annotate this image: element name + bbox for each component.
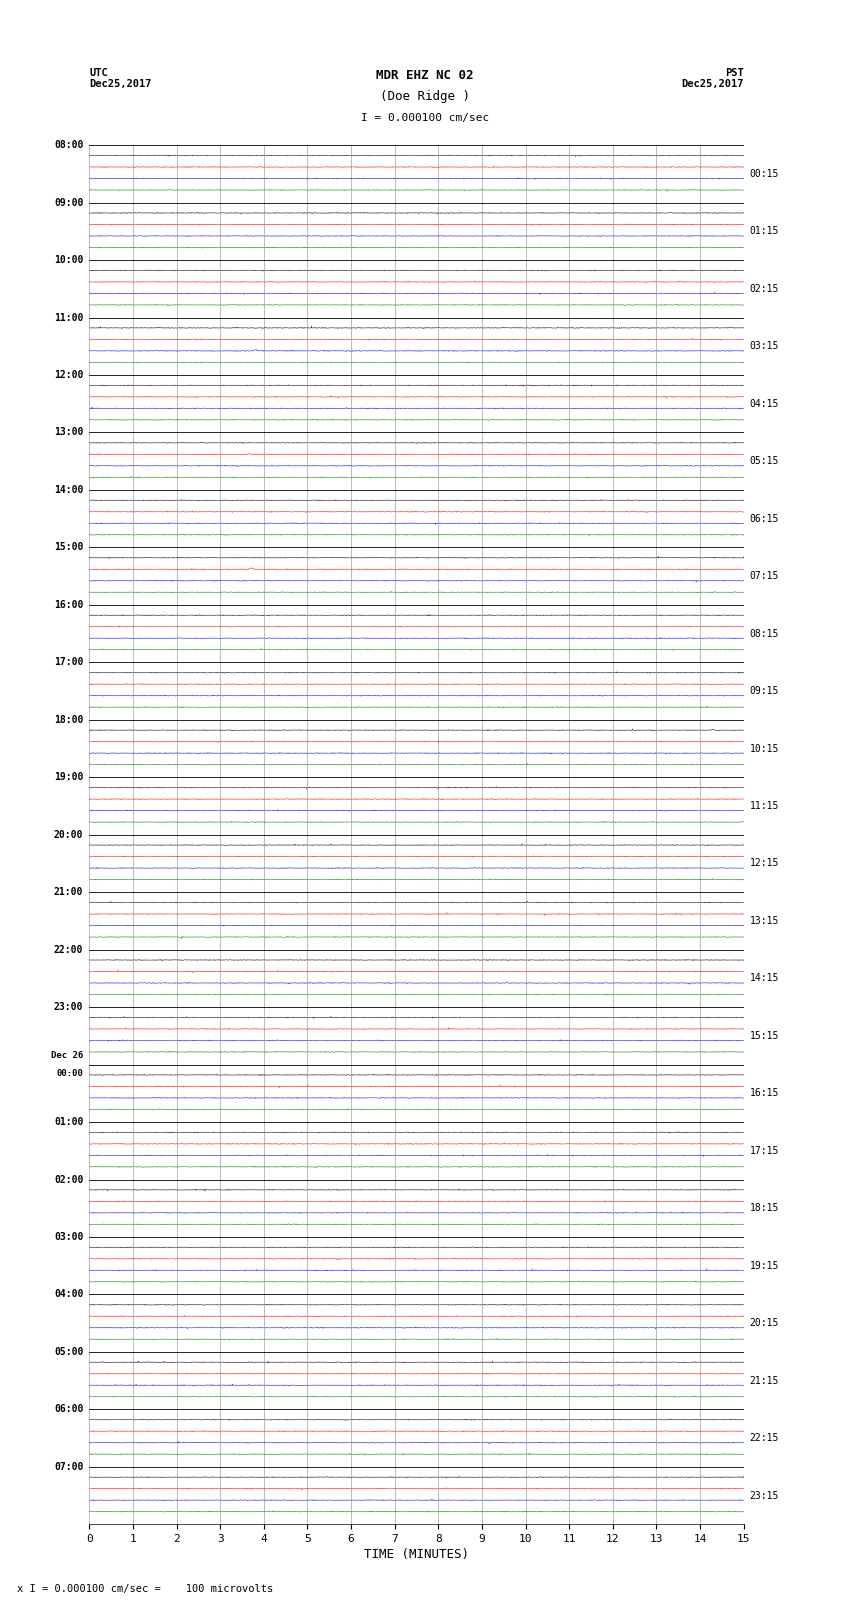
Text: 17:15: 17:15	[750, 1145, 779, 1157]
Text: 00:15: 00:15	[750, 169, 779, 179]
Text: 19:00: 19:00	[54, 773, 83, 782]
Text: 17:00: 17:00	[54, 658, 83, 668]
Text: MDR EHZ NC 02: MDR EHZ NC 02	[377, 69, 473, 82]
Text: 13:15: 13:15	[750, 916, 779, 926]
Text: 16:00: 16:00	[54, 600, 83, 610]
Text: 20:15: 20:15	[750, 1318, 779, 1327]
Text: 01:15: 01:15	[750, 226, 779, 237]
Text: 21:00: 21:00	[54, 887, 83, 897]
X-axis label: TIME (MINUTES): TIME (MINUTES)	[364, 1548, 469, 1561]
Text: (Doe Ridge ): (Doe Ridge )	[380, 90, 470, 103]
Text: 07:15: 07:15	[750, 571, 779, 581]
Text: 18:00: 18:00	[54, 715, 83, 724]
Text: 03:15: 03:15	[750, 342, 779, 352]
Text: 09:15: 09:15	[750, 686, 779, 697]
Text: 16:15: 16:15	[750, 1089, 779, 1098]
Text: 14:15: 14:15	[750, 973, 779, 984]
Text: 03:00: 03:00	[54, 1232, 83, 1242]
Text: x I = 0.000100 cm/sec =    100 microvolts: x I = 0.000100 cm/sec = 100 microvolts	[17, 1584, 273, 1594]
Text: 19:15: 19:15	[750, 1261, 779, 1271]
Text: Dec 26: Dec 26	[51, 1050, 83, 1060]
Text: 22:00: 22:00	[54, 945, 83, 955]
Text: 06:15: 06:15	[750, 513, 779, 524]
Text: 13:00: 13:00	[54, 427, 83, 437]
Text: 23:00: 23:00	[54, 1002, 83, 1011]
Text: 00:00: 00:00	[56, 1069, 83, 1079]
Text: 04:00: 04:00	[54, 1289, 83, 1300]
Text: 10:00: 10:00	[54, 255, 83, 265]
Text: 20:00: 20:00	[54, 829, 83, 840]
Text: 05:15: 05:15	[750, 456, 779, 466]
Text: 15:00: 15:00	[54, 542, 83, 552]
Text: I = 0.000100 cm/sec: I = 0.000100 cm/sec	[361, 113, 489, 123]
Text: 11:15: 11:15	[750, 802, 779, 811]
Text: 12:00: 12:00	[54, 369, 83, 381]
Text: 18:15: 18:15	[750, 1203, 779, 1213]
Text: 05:00: 05:00	[54, 1347, 83, 1357]
Text: 11:00: 11:00	[54, 313, 83, 323]
Text: 15:15: 15:15	[750, 1031, 779, 1040]
Text: 09:00: 09:00	[54, 198, 83, 208]
Text: 23:15: 23:15	[750, 1490, 779, 1500]
Text: 02:00: 02:00	[54, 1174, 83, 1184]
Text: 10:15: 10:15	[750, 744, 779, 753]
Text: 12:15: 12:15	[750, 858, 779, 868]
Text: 02:15: 02:15	[750, 284, 779, 294]
Text: UTC
Dec25,2017: UTC Dec25,2017	[89, 68, 152, 89]
Text: 21:15: 21:15	[750, 1376, 779, 1386]
Text: 08:00: 08:00	[54, 140, 83, 150]
Text: 14:00: 14:00	[54, 486, 83, 495]
Text: 22:15: 22:15	[750, 1432, 779, 1444]
Text: PST
Dec25,2017: PST Dec25,2017	[681, 68, 744, 89]
Text: 01:00: 01:00	[54, 1118, 83, 1127]
Text: 06:00: 06:00	[54, 1405, 83, 1415]
Text: 07:00: 07:00	[54, 1461, 83, 1471]
Text: 08:15: 08:15	[750, 629, 779, 639]
Text: 04:15: 04:15	[750, 398, 779, 408]
